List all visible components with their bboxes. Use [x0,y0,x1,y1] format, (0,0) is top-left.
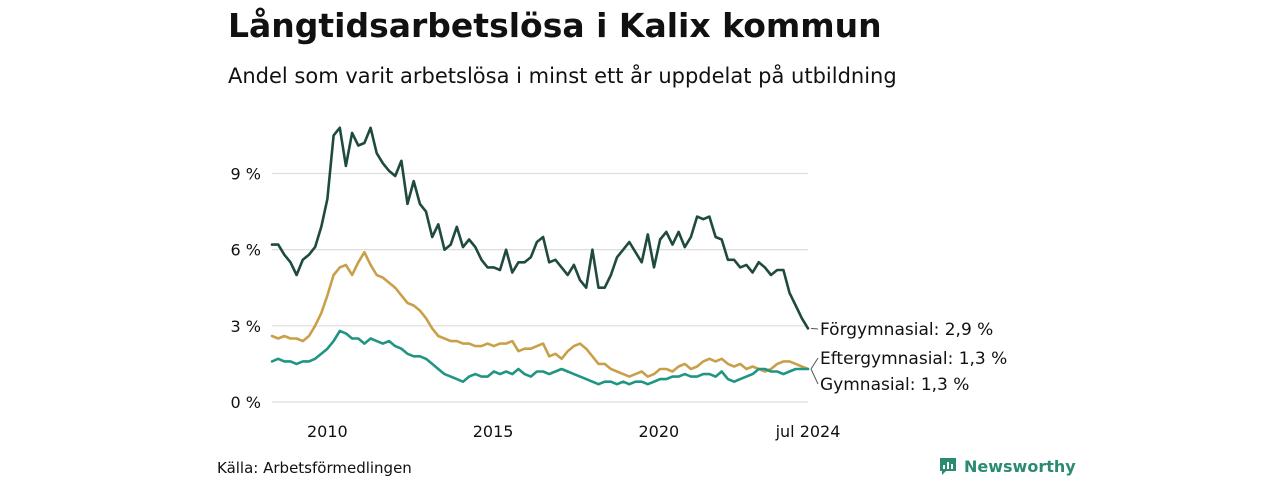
x-tick-label: 2010 [307,422,348,441]
x-tick-label: 2020 [638,422,679,441]
x-tick-label: jul 2024 [775,422,841,441]
series-line-eftergymnasial [270,250,810,378]
series-line-forgymnasial [270,126,810,330]
source-note: Källa: Arbetsförmedlingen [217,459,412,477]
newsworthy-logo-icon [940,458,956,475]
chart-subtitle: Andel som varit arbetslösa i minst ett å… [228,64,897,88]
series-end-label-eftergymnasial: Eftergymnasial: 1,3 % [820,349,1007,369]
chart-title: Långtidsarbetslösa i Kalix kommun [228,6,882,45]
series-end-label-gymnasial: Gymnasial: 1,3 % [820,375,969,395]
brand-logo[interactable]: Newsworthy [938,456,1076,476]
y-tick-label: 9 % [231,164,261,183]
x-tick-label: 2015 [473,422,514,441]
label-connector [810,357,819,370]
y-tick-label: 6 % [231,241,261,260]
brand-name: Newsworthy [964,456,1076,476]
y-tick-label: 0 % [231,393,261,412]
label-connector [810,327,819,330]
y-tick-label: 3 % [231,317,261,336]
series-end-label-forgymnasial: Förgymnasial: 2,9 % [820,320,993,340]
series-line-gymnasial [270,329,810,386]
label-connector [810,368,819,385]
